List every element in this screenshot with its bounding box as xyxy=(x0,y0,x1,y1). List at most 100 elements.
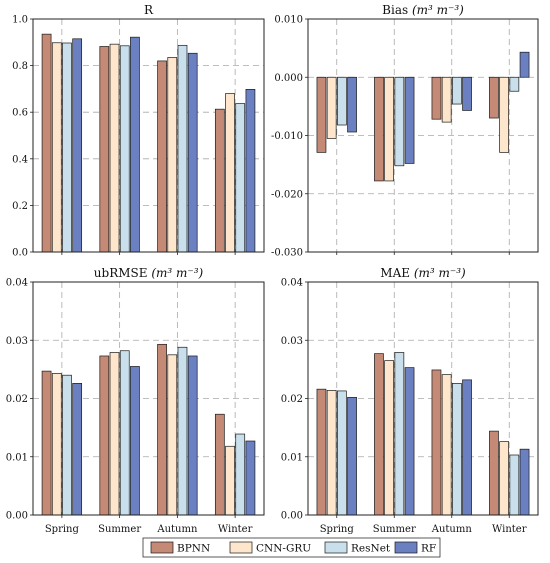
y-tick-label: -0.010 xyxy=(271,131,303,142)
x-tick-label: Summer xyxy=(373,524,416,535)
y-tick-label: 0.03 xyxy=(6,336,28,347)
y-tick-label: 0.00 xyxy=(6,511,28,522)
bar-cnn-gru-summer xyxy=(109,43,120,253)
bar-rf-autumn xyxy=(187,355,198,516)
bar-rf-summer xyxy=(404,367,415,516)
bar-cnn-gru-summer xyxy=(384,76,394,182)
x-tick-label: Summer xyxy=(98,524,141,535)
bar-bpnn-spring xyxy=(316,76,327,153)
bar-rf-autumn xyxy=(462,76,472,111)
legend-label-rf: RF xyxy=(421,543,436,555)
bar-resnet-summer xyxy=(394,352,405,516)
bar-rf-autumn xyxy=(462,379,472,516)
bar-cnn-gru-autumn xyxy=(441,374,452,516)
y-tick-label: -0.020 xyxy=(271,189,303,200)
y-tick-label: 0.0 xyxy=(12,248,28,259)
bar-rf-summer xyxy=(130,366,140,516)
y-tick-label: 0.01 xyxy=(6,452,28,463)
legend-frame xyxy=(142,537,441,558)
bar-bpnn-winter xyxy=(489,430,499,516)
bar-rf-winter xyxy=(519,51,530,78)
panel-title: Bias (m³ m⁻³) xyxy=(382,3,464,17)
bar-rf-winter xyxy=(245,89,256,253)
bar-bpnn-summer xyxy=(99,46,110,253)
bar-cnn-gru-spring xyxy=(51,373,62,516)
x-tick-label: Spring xyxy=(320,524,355,535)
y-tick-label: 0.000 xyxy=(274,73,303,84)
bar-resnet-autumn xyxy=(452,76,462,105)
panel-title: MAE (m³ m⁻³) xyxy=(380,266,466,280)
bar-rf-winter xyxy=(519,448,530,516)
panel-title-unit: (m³ m⁻³) xyxy=(410,266,466,280)
bar-resnet-spring xyxy=(62,42,72,253)
bar-bpnn-winter xyxy=(214,413,225,516)
bar-resnet-spring xyxy=(62,374,72,516)
bar-bpnn-autumn xyxy=(431,76,442,120)
bar-resnet-summer xyxy=(394,76,405,167)
axes-frame xyxy=(32,18,265,253)
bar-cnn-gru-autumn xyxy=(167,57,178,253)
panel-3: 0.00 0.01 0.02 0.03 0.04 Spring Summer Autumn Wi… xyxy=(6,266,265,535)
bar-cnn-gru-spring xyxy=(326,389,337,516)
x-tick-label: Spring xyxy=(45,524,80,535)
legend-label-bpnn: BPNN xyxy=(177,543,210,555)
x-tick-label: Autumn xyxy=(431,524,473,535)
bar-cnn-gru-summer xyxy=(384,360,394,516)
bar-resnet-spring xyxy=(337,390,347,516)
y-tick-label: 0.8 xyxy=(12,61,28,72)
bar-cnn-gru-winter xyxy=(499,76,509,153)
bar-cnn-gru-spring xyxy=(51,42,62,253)
bar-bpnn-winter xyxy=(214,108,225,253)
panel-title-text: R xyxy=(144,3,154,17)
legend-label-cnn-gru: CNN-GRU xyxy=(256,543,311,555)
bar-resnet-autumn xyxy=(177,346,188,516)
bar-rf-spring xyxy=(347,76,357,133)
bar-resnet-spring xyxy=(337,76,347,126)
legend-swatch-resnet xyxy=(324,541,348,554)
y-tick-label: 0.03 xyxy=(281,336,303,347)
bar-bpnn-spring xyxy=(41,33,52,253)
bar-rf-winter xyxy=(245,440,256,516)
y-tick-label: 1.0 xyxy=(12,15,28,26)
bar-cnn-gru-spring xyxy=(326,76,337,139)
panel-2: -0.030 -0.020 -0.010 0.000 0.010 Bias (m³ m⁻³… xyxy=(271,3,539,259)
x-tick-label: Winter xyxy=(218,524,253,535)
bar-resnet-winter xyxy=(235,433,246,516)
y-tick-label: 0.02 xyxy=(6,394,28,405)
legend-label-resnet: ResNet xyxy=(351,543,391,555)
bar-bpnn-winter xyxy=(489,76,499,119)
bar-resnet-winter xyxy=(509,76,520,92)
bar-bpnn-summer xyxy=(374,353,384,516)
y-tick-label: 0.00 xyxy=(281,511,303,522)
y-tick-label: 0.04 xyxy=(6,278,28,289)
bar-bpnn-summer xyxy=(99,355,110,516)
x-tick-label: Autumn xyxy=(156,524,198,535)
bar-bpnn-spring xyxy=(316,388,327,516)
legend: BPNN CNN-GRU ResNet RF xyxy=(142,537,441,558)
panel-1: 0.0 0.2 0.4 0.6 0.8 1.0 R xyxy=(12,3,265,259)
bar-bpnn-autumn xyxy=(157,60,167,253)
panel-4: 0.00 0.01 0.02 0.03 0.04 Spring Summer Autumn Wi… xyxy=(281,266,539,535)
panel-title: R xyxy=(144,3,154,17)
y-tick-label: 0.01 xyxy=(281,452,303,463)
panel-title-text: MAE xyxy=(380,266,410,280)
legend-swatch-bpnn xyxy=(150,541,174,554)
y-tick-label: 0.010 xyxy=(274,15,303,26)
bar-bpnn-autumn xyxy=(157,343,167,516)
bar-rf-summer xyxy=(404,76,415,164)
panel-title-text: Bias xyxy=(382,3,408,17)
legend-swatch-rf xyxy=(394,541,418,554)
bar-rf-autumn xyxy=(187,52,198,253)
bar-cnn-gru-autumn xyxy=(167,354,178,516)
bar-cnn-gru-autumn xyxy=(441,76,452,123)
bar-cnn-gru-winter xyxy=(225,93,235,253)
bar-bpnn-spring xyxy=(41,370,52,516)
y-tick-label: 0.04 xyxy=(281,278,303,289)
bar-resnet-autumn xyxy=(177,44,188,253)
bar-rf-spring xyxy=(347,396,357,516)
bar-resnet-summer xyxy=(119,45,130,253)
panel-title-unit: (m³ m⁻³) xyxy=(408,3,464,17)
bar-cnn-gru-winter xyxy=(225,445,235,516)
bar-resnet-autumn xyxy=(452,383,462,516)
